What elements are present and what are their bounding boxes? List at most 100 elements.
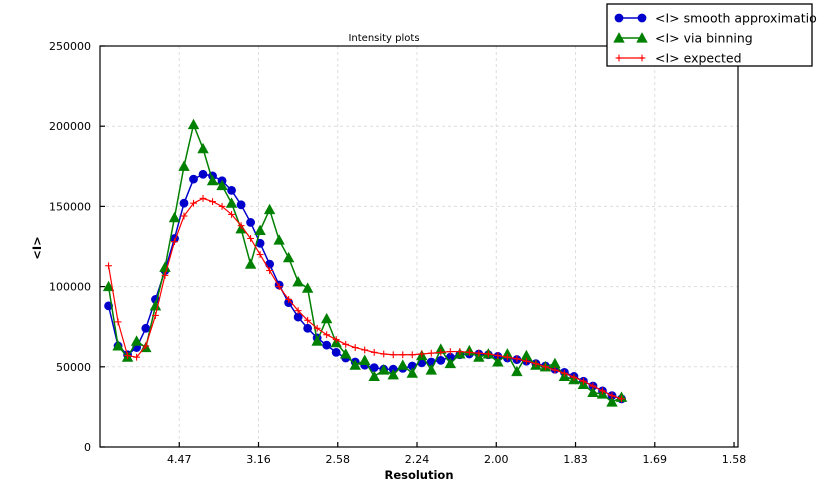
series-marker	[216, 179, 228, 191]
y-tick-label: 250000	[49, 40, 91, 53]
series-marker	[246, 218, 255, 227]
series-marker	[608, 392, 616, 400]
legend-item-3[interactable]: <I> expected	[615, 51, 742, 66]
x-axis-ticks: 4.47 3.16 2.58 2.24 2.00 1.83 1.69 1.58	[167, 442, 746, 466]
series-marker	[437, 348, 445, 356]
series-marker	[265, 259, 275, 269]
series-marker	[247, 235, 254, 242]
series-marker	[263, 203, 276, 215]
series-marker	[178, 160, 190, 171]
data-series-group	[102, 118, 628, 407]
series-marker	[292, 275, 304, 287]
series-marker	[275, 283, 283, 290]
series-marker	[323, 331, 331, 339]
series-marker	[349, 359, 361, 370]
series-marker	[311, 335, 323, 346]
series-marker	[237, 222, 245, 230]
gridlines	[100, 45, 738, 447]
series-marker	[190, 199, 197, 207]
series-marker	[408, 351, 416, 359]
series-marker	[313, 324, 321, 332]
series-marker	[320, 312, 333, 324]
series-marker	[473, 351, 485, 362]
series-marker	[218, 203, 226, 210]
series-marker	[142, 342, 150, 350]
series-marker	[549, 357, 561, 369]
series-marker	[227, 185, 236, 195]
series-marker	[368, 370, 380, 381]
legend-item-2[interactable]: <I> via binning	[613, 31, 753, 46]
series-marker	[285, 296, 293, 303]
series-marker	[124, 352, 131, 359]
series-3	[105, 194, 625, 403]
series-marker	[133, 353, 141, 361]
series-marker	[425, 364, 437, 375]
legend-marker-end	[637, 13, 647, 23]
y-tick-label: 50000	[56, 361, 91, 374]
series-marker	[256, 251, 264, 258]
series-marker	[418, 350, 426, 358]
series-marker	[587, 386, 599, 398]
legend[interactable]: <I> smooth approximation <I> via binning <…	[606, 3, 817, 67]
series-marker	[342, 340, 350, 348]
series-marker	[570, 373, 578, 381]
series-marker	[294, 307, 302, 315]
series-marker	[513, 355, 521, 363]
series-marker	[332, 336, 340, 343]
series-marker	[244, 258, 257, 269]
x-tick-label: 2.58	[326, 453, 351, 466]
legend-item-1[interactable]: <I> smooth approximation	[614, 11, 817, 26]
y-axis-label: <I>	[30, 236, 44, 260]
series-marker	[322, 340, 332, 350]
x-tick-label: 1.83	[563, 453, 588, 466]
series-marker	[112, 340, 124, 351]
series-marker	[180, 212, 188, 220]
series-marker	[618, 395, 625, 403]
series-marker	[503, 353, 511, 361]
x-tick-label: 2.00	[484, 453, 509, 466]
legend-marker-start	[615, 54, 623, 62]
y-tick-label: 150000	[49, 200, 91, 213]
series-marker	[389, 351, 397, 359]
series-marker	[179, 198, 189, 208]
y-tick-label: 200000	[49, 120, 91, 133]
series-marker	[361, 346, 369, 354]
series-marker	[209, 198, 216, 205]
series-marker	[152, 312, 159, 319]
x-axis-label: Resolution	[384, 468, 453, 482]
legend-label: <I> via binning	[655, 31, 753, 46]
series-marker	[206, 174, 219, 186]
legend-marker-end	[636, 32, 648, 43]
y-tick-label: 0	[84, 441, 91, 454]
series-marker	[599, 387, 606, 395]
series-marker	[339, 348, 352, 359]
series-marker	[406, 367, 418, 378]
series-marker	[228, 211, 235, 218]
series-marker	[273, 234, 285, 245]
x-tick-label: 3.16	[246, 453, 271, 466]
y-tick-label: 100000	[49, 281, 91, 294]
series-marker	[492, 356, 504, 367]
y-axis-ticks: 0 50000 100000 150000 200000 250000	[49, 40, 105, 454]
series-marker	[465, 348, 473, 356]
series-marker	[378, 364, 390, 375]
series-marker	[105, 262, 112, 270]
series-marker	[282, 251, 295, 263]
series-marker	[561, 369, 568, 377]
series-marker	[189, 174, 198, 184]
series-marker	[542, 363, 549, 371]
series-marker	[456, 348, 464, 355]
series-marker	[303, 323, 313, 333]
series-marker	[511, 365, 523, 377]
series-marker	[187, 118, 200, 130]
series-marker	[606, 396, 618, 407]
series-marker	[446, 348, 454, 355]
series-marker	[399, 351, 407, 359]
series-marker	[198, 169, 208, 179]
series-marker	[351, 344, 359, 351]
series-marker	[359, 354, 371, 365]
x-tick-label: 2.24	[405, 453, 430, 466]
series-marker	[304, 316, 312, 324]
